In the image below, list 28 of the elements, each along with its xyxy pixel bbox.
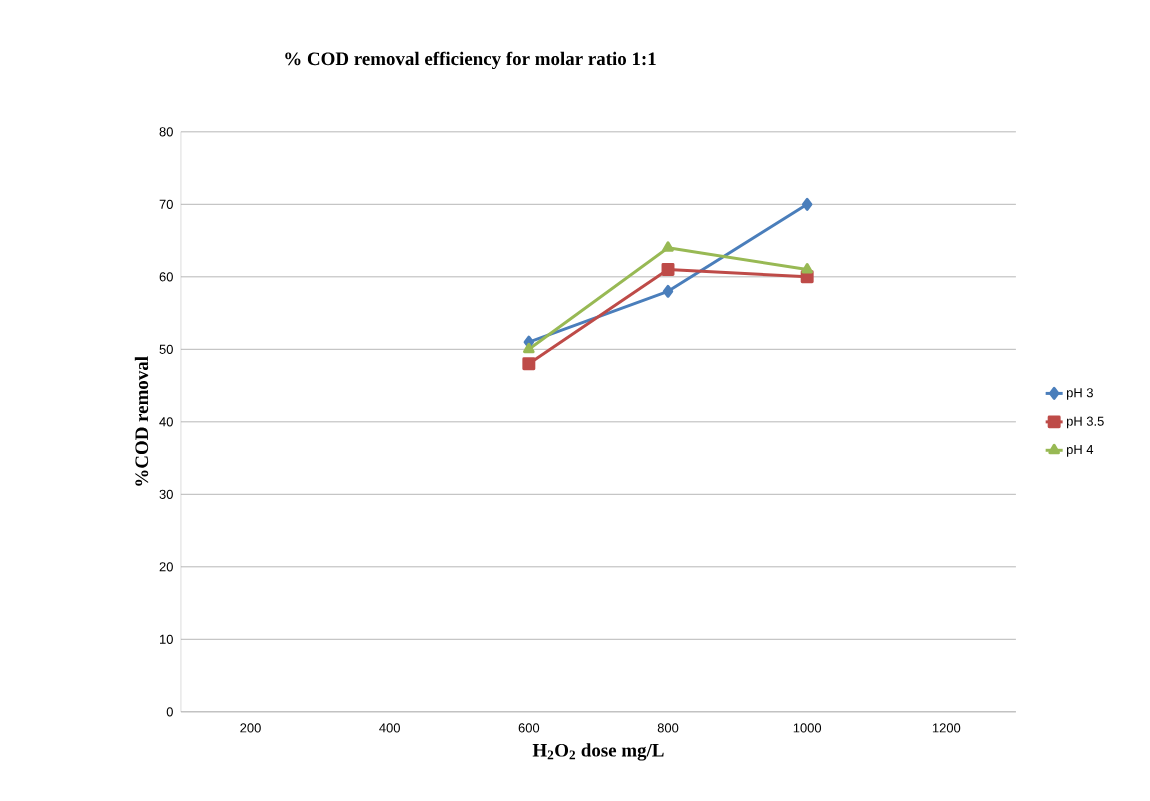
- legend-label: pH 3.5: [1066, 416, 1104, 429]
- y-axis-title: %COD removal: [134, 356, 149, 486]
- x-tick-label: 400: [379, 723, 400, 733]
- chart-title: % COD removal efficiency for molar ratio 1:1: [285, 51, 656, 70]
- x-tick-label: 200: [240, 723, 261, 733]
- y-tick-label: 80: [159, 127, 173, 137]
- y-tick-label: 20: [159, 562, 173, 572]
- legend-label: pH 3: [1066, 388, 1093, 400]
- point: [801, 197, 813, 211]
- point: [662, 284, 674, 298]
- y-tick-label: 60: [159, 272, 173, 282]
- legend-label: pH 4: [1066, 445, 1094, 457]
- x-axis-title: H$_{2}$O$_{2}$ dose mg/L: [532, 743, 664, 761]
- x-tick-label: 800: [657, 723, 679, 733]
- point: [662, 241, 674, 252]
- point: [523, 342, 535, 354]
- x-tick-label: 1000: [793, 723, 822, 733]
- point: [801, 263, 813, 274]
- y-tick-label: 70: [159, 199, 173, 209]
- y-tick-label: 40: [159, 417, 173, 427]
- y-tick-label: 30: [159, 489, 173, 499]
- y-tick-label: 0: [166, 707, 173, 717]
- point: [661, 263, 675, 277]
- x-tick-label: 600: [518, 723, 540, 733]
- y-tick-label: 10: [160, 634, 173, 644]
- x-tick-label: 1200: [932, 723, 961, 733]
- point: [522, 357, 536, 371]
- y-tick-label: 50: [159, 344, 173, 354]
